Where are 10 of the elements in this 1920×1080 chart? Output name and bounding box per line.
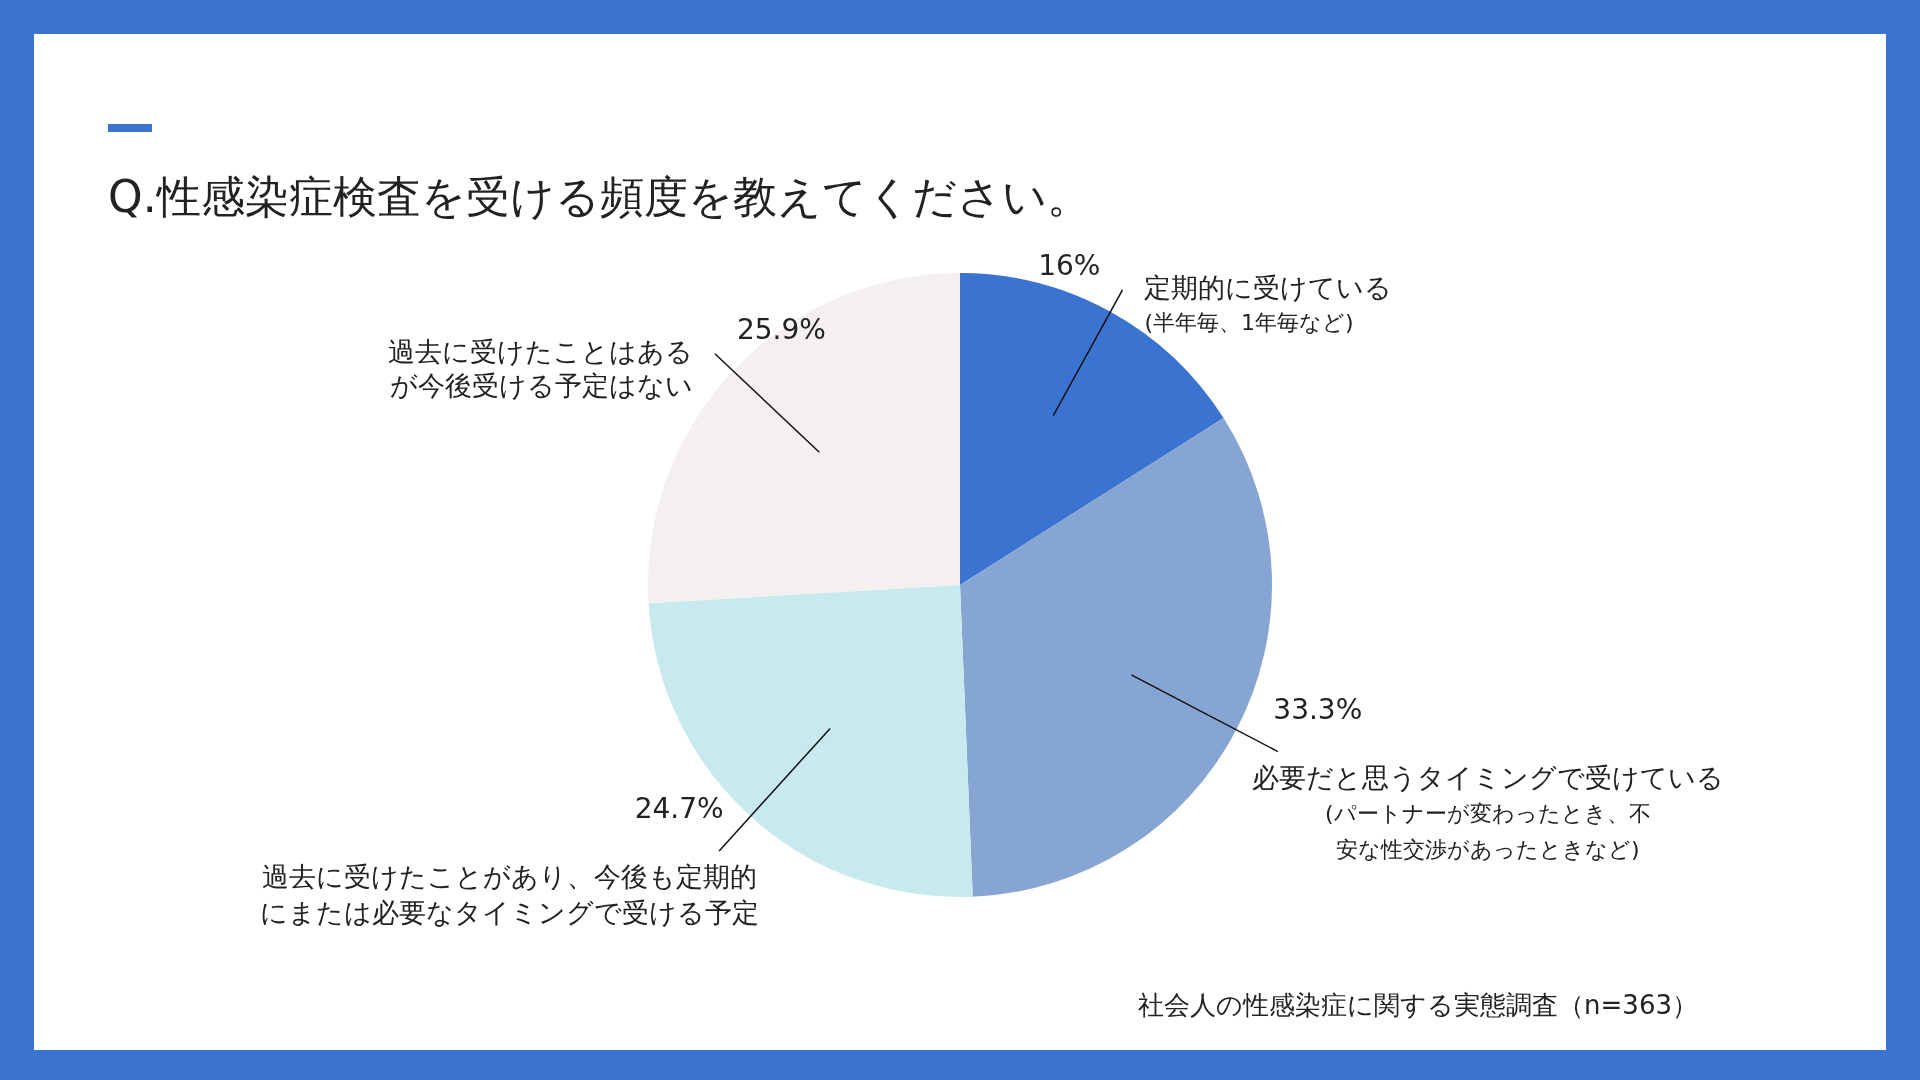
slice-label: 必要だと思うタイミングで受けている (パートナーが変わったとき、不安な性交渉があったときなど) <box>1251 761 1724 863</box>
slice-label: 過去に受けたことはあるが今後受ける予定はない <box>387 335 693 401</box>
text: 社会人の性感染症に関する実態調査（n=363） <box>1138 989 1698 1022</box>
chart-title: Q.性感染症検査を受ける頻度を教えてください。 <box>108 170 1091 224</box>
slice-label: 定期的に受けている (半年毎、1年毎など) <box>1144 271 1393 335</box>
data-label: 16% <box>1038 249 1101 283</box>
data-label: 25.9% <box>736 313 826 347</box>
data-label: 24.7% <box>634 792 724 826</box>
slice-label: 過去に受けたことがあり、今後も定期的にまたは必要なタイミングで受ける予定 <box>259 860 759 928</box>
data-label: 33.3% <box>1273 692 1363 726</box>
